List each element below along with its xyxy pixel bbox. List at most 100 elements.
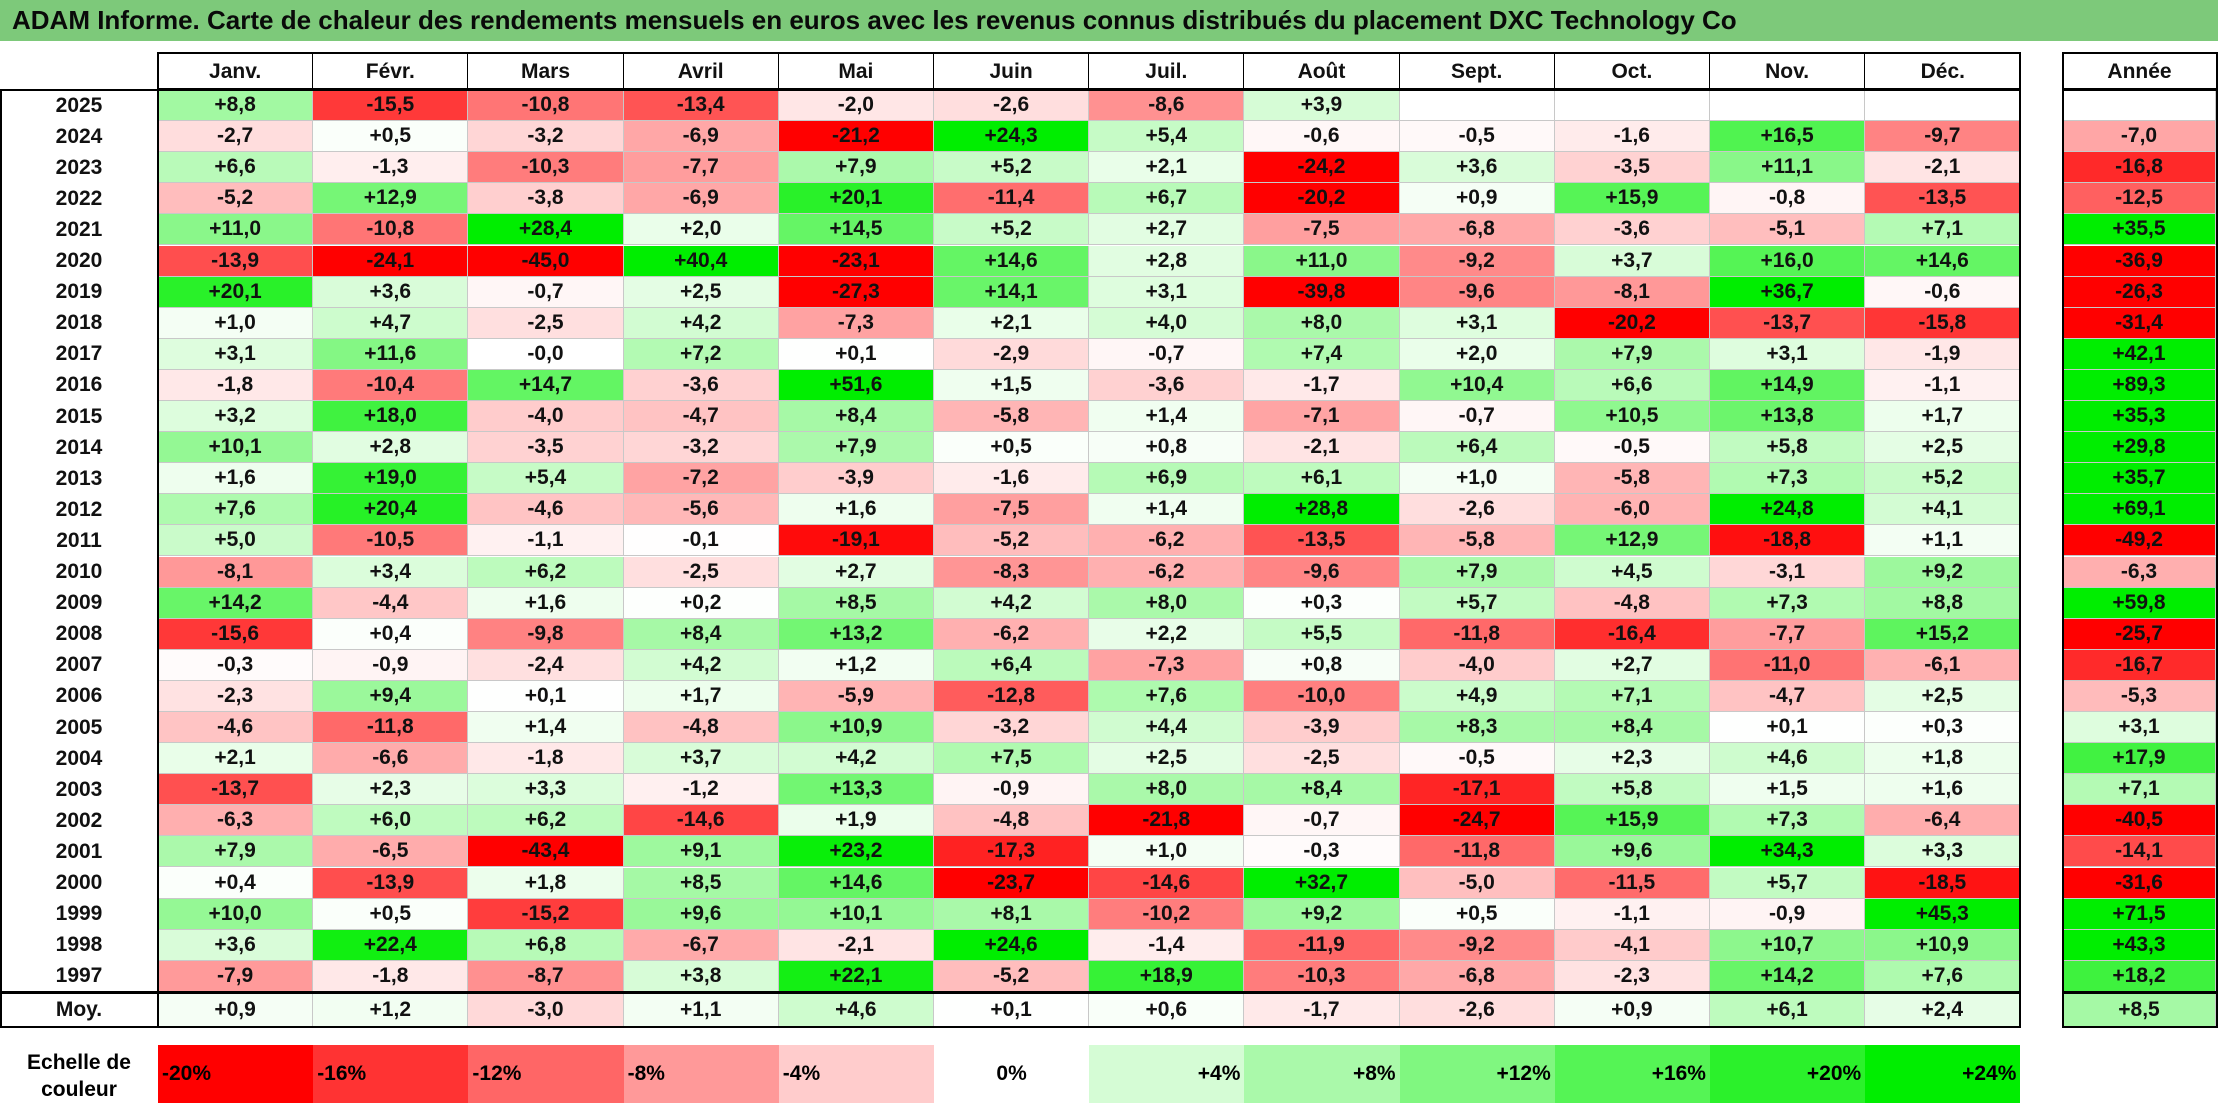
title-bar: ADAM Informe. Carte de chaleur des rende… bbox=[0, 0, 2218, 41]
heatmap-cell: +4,7 bbox=[313, 307, 469, 339]
heatmap-cell: -15,2 bbox=[468, 898, 624, 930]
year-label: 2015 bbox=[0, 401, 158, 433]
heatmap-cell: +0,5 bbox=[313, 898, 469, 930]
heatmap-cell: +6,1 bbox=[1244, 463, 1400, 495]
heatmap-cell: +1,0 bbox=[1089, 836, 1245, 868]
heatmap-cell: -0,6 bbox=[1244, 121, 1400, 153]
average-cell: +0,9 bbox=[1554, 993, 1710, 1027]
heatmap-cell: -13,7 bbox=[158, 774, 314, 806]
heatmap-cell: +6,4 bbox=[934, 649, 1090, 681]
heatmap-cell: +3,6 bbox=[1399, 152, 1555, 184]
heatmap-cell: -8,1 bbox=[158, 556, 314, 588]
heatmap-cell: +10,0 bbox=[158, 898, 314, 930]
heatmap-cell: +2,7 bbox=[778, 556, 934, 588]
heatmap-cell: +36,7 bbox=[1710, 276, 1866, 308]
heatmap-cell: +8,4 bbox=[1244, 774, 1400, 806]
heatmap-cell: +2,3 bbox=[1554, 743, 1710, 775]
year-label: 2001 bbox=[0, 836, 158, 868]
average-cell: +4,6 bbox=[778, 993, 934, 1027]
heatmap-cell: +8,3 bbox=[1399, 712, 1555, 744]
heatmap-cell: +12,9 bbox=[313, 183, 469, 215]
heatmap-cell: -12,8 bbox=[934, 680, 1090, 712]
heatmap-cell: +10,4 bbox=[1399, 369, 1555, 401]
heatmap-cell: +28,4 bbox=[468, 214, 624, 246]
heatmap-cell: -14,6 bbox=[623, 805, 779, 837]
annual-cell: -36,9 bbox=[2063, 245, 2216, 277]
heatmap-cell: -4,8 bbox=[623, 712, 779, 744]
heatmap-cell: -0,7 bbox=[468, 276, 624, 308]
annual-cell: -6,3 bbox=[2063, 556, 2216, 588]
heatmap-cell: -2,5 bbox=[468, 307, 624, 339]
heatmap-cell: +7,9 bbox=[1554, 338, 1710, 370]
heatmap-cell: -11,9 bbox=[1244, 929, 1400, 961]
heatmap-cell: -6,2 bbox=[934, 618, 1090, 650]
heatmap-cell: +2,5 bbox=[1089, 743, 1245, 775]
heatmap-cell: -11,8 bbox=[1399, 618, 1555, 650]
average-annual-cell: +8,5 bbox=[2063, 993, 2216, 1027]
heatmap-cell: +9,4 bbox=[313, 680, 469, 712]
color-scale-title-line: Echelle de bbox=[27, 1051, 131, 1074]
heatmap-cell: +3,1 bbox=[1089, 276, 1245, 308]
heatmap-cell: -6,9 bbox=[623, 121, 779, 153]
heatmap-cell: -9,6 bbox=[1399, 276, 1555, 308]
heatmap-cell: -10,0 bbox=[1244, 680, 1400, 712]
heatmap-cell: +2,0 bbox=[623, 214, 779, 246]
heatmap-cell: -2,5 bbox=[623, 556, 779, 588]
heatmap-cell: +5,5 bbox=[1244, 618, 1400, 650]
year-label: 2007 bbox=[0, 649, 158, 681]
heatmap-cell: -5,2 bbox=[934, 525, 1090, 557]
heatmap-cell: -9,2 bbox=[1399, 929, 1555, 961]
year-label: 2024 bbox=[0, 121, 158, 153]
heatmap-cell: -2,0 bbox=[778, 90, 934, 122]
heatmap-cell: +3,1 bbox=[1399, 307, 1555, 339]
color-scale-swatch: -4% bbox=[778, 1045, 934, 1103]
heatmap-cell: +14,6 bbox=[778, 867, 934, 899]
heatmap-cell: +11,0 bbox=[158, 214, 314, 246]
heatmap-cell: +1,6 bbox=[158, 463, 314, 495]
year-label: 2025 bbox=[0, 90, 158, 122]
heatmap-cell: -1,8 bbox=[158, 369, 314, 401]
heatmap-cell: +18,0 bbox=[313, 401, 469, 433]
heatmap-cell: +7,6 bbox=[1089, 680, 1245, 712]
heatmap-cell: +0,5 bbox=[313, 121, 469, 153]
heatmap-cell: +1,5 bbox=[1710, 774, 1866, 806]
heatmap-cell: +4,9 bbox=[1399, 680, 1555, 712]
heatmap-cell: -8,7 bbox=[468, 960, 624, 992]
year-label: 2002 bbox=[0, 805, 158, 837]
heatmap-cell: +2,3 bbox=[313, 774, 469, 806]
heatmap-cell: -1,6 bbox=[1554, 121, 1710, 153]
heatmap-cell: +4,2 bbox=[623, 307, 779, 339]
heatmap-cell: +1,2 bbox=[778, 649, 934, 681]
average-cell: +0,9 bbox=[158, 993, 314, 1027]
heatmap-cell: +2,1 bbox=[934, 307, 1090, 339]
heatmap-cell: -20,2 bbox=[1244, 183, 1400, 215]
heatmap-cell: +8,1 bbox=[934, 898, 1090, 930]
heatmap-cell: -5,2 bbox=[934, 960, 1090, 992]
heatmap-cell: -3,2 bbox=[934, 712, 1090, 744]
heatmap-cell: +8,0 bbox=[1244, 307, 1400, 339]
heatmap-cell: +14,9 bbox=[1710, 369, 1866, 401]
heatmap-cell: +20,4 bbox=[313, 494, 469, 526]
heatmap-cell: +5,2 bbox=[934, 152, 1090, 184]
heatmap-cell: +2,8 bbox=[1089, 245, 1245, 277]
heatmap-cell: -2,5 bbox=[1244, 743, 1400, 775]
year-label: 2006 bbox=[0, 680, 158, 712]
heatmap-cell: -0,8 bbox=[1710, 183, 1866, 215]
heatmap-cell: -18,8 bbox=[1710, 525, 1866, 557]
heatmap-cell: -0,5 bbox=[1399, 743, 1555, 775]
heatmap-cell: +4,2 bbox=[778, 743, 934, 775]
heatmap-cell: +14,2 bbox=[1710, 960, 1866, 992]
heatmap-cell: -4,8 bbox=[1554, 587, 1710, 619]
annual-cell: -16,7 bbox=[2063, 649, 2216, 681]
heatmap-cell: +10,9 bbox=[778, 712, 934, 744]
heatmap-cell bbox=[1399, 90, 1555, 122]
color-scale-swatch: -12% bbox=[468, 1045, 624, 1103]
heatmap-cell: -2,1 bbox=[1865, 152, 2021, 184]
average-cell: +6,1 bbox=[1710, 993, 1866, 1027]
heatmap-cell: -0,3 bbox=[158, 649, 314, 681]
heatmap-cell: -3,5 bbox=[1554, 152, 1710, 184]
heatmap-cell: -0,9 bbox=[313, 649, 469, 681]
heatmap-cell: +28,8 bbox=[1244, 494, 1400, 526]
heatmap-cell bbox=[1554, 90, 1710, 122]
heatmap-cell: +0,8 bbox=[1089, 432, 1245, 464]
